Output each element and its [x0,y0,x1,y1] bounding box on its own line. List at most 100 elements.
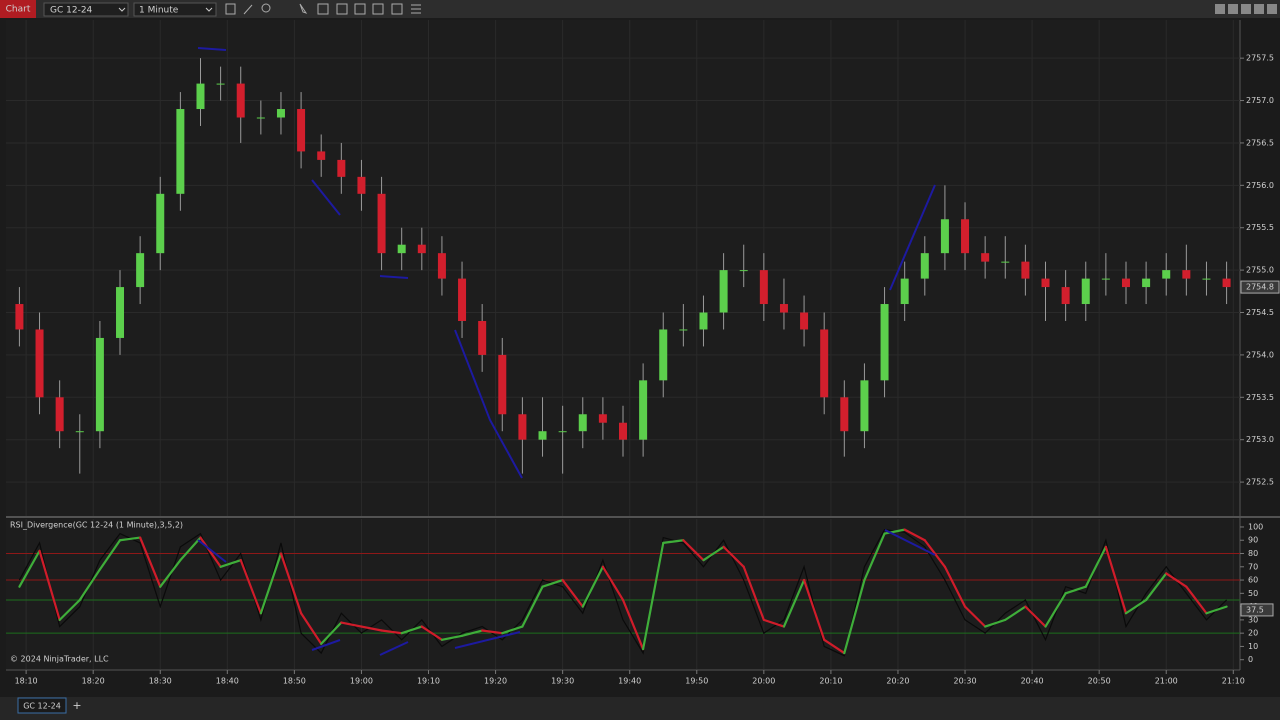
minimize[interactable] [1241,4,1251,14]
x-tick-label: 20:00 [752,677,775,686]
y-tick-label: 70 [1248,562,1258,571]
y-tick-label: 10 [1248,642,1258,651]
signal-segment [923,539,947,568]
signal-segment [943,565,967,608]
signal-segment [1124,598,1148,615]
signal-segment [139,536,162,588]
signal-segment [299,612,323,645]
template-icon[interactable] [391,3,403,15]
candle-body [1041,278,1050,288]
signal-segment [782,578,806,628]
candle-body [598,414,607,423]
data-icon[interactable] [336,3,348,15]
menu-icon[interactable] [411,4,421,14]
instrument: GC 12-24 [50,6,93,16]
interval-select[interactable] [133,2,217,17]
props-icon[interactable] [317,3,329,15]
candle-body [256,117,265,119]
signal-segment [1044,592,1067,628]
draw-icon[interactable] [243,4,253,15]
app-badge[interactable] [0,0,36,18]
signal-segment [642,541,665,651]
signal-segment [440,634,464,641]
y-tick-label: 2756.5 [1246,138,1274,147]
candle-body [156,193,165,254]
candle-body [1021,261,1030,279]
copyright: © 2024 NinjaTrader, LLC [10,655,109,664]
candle-body [840,397,849,432]
signal-segment [742,565,765,621]
maximize[interactable] [1254,4,1264,14]
candle-body [699,312,708,330]
signal-segment [662,539,685,544]
divergence [884,529,936,556]
candle-body [900,278,909,305]
signal-segment [1185,585,1208,615]
signal-segment [98,539,122,571]
signal-segment [380,629,403,635]
divergence [197,539,227,563]
toolbar: Chart GC 12-24 1 Minute [0,0,1280,18]
x-tick-label: 19:50 [685,677,708,686]
x-tick-label: 20:30 [954,677,977,686]
instrument-select[interactable] [43,2,129,17]
candle-body [659,329,668,381]
candle-body [397,244,406,254]
candle-body [880,304,889,381]
signal-segment [199,536,222,568]
tab[interactable] [17,697,67,714]
candle-body [276,109,285,118]
win-btn[interactable] [1215,4,1225,14]
close[interactable] [1267,4,1277,14]
candle-body [216,83,225,85]
candle-body [1081,278,1090,305]
candle-body [337,159,346,177]
candle-body [920,253,929,279]
signal-segment [1205,605,1228,615]
signal-segment [420,625,444,641]
candle-body [176,109,185,194]
candle-body [820,329,829,398]
candle-body [1061,287,1070,305]
y-tick-label: 2752.5 [1246,478,1274,487]
zoom-icon[interactable] [261,3,271,13]
last-value: 37.5 [1246,605,1264,614]
pointer-icon[interactable] [299,3,308,14]
divergence [379,275,409,279]
y-tick-label: 60 [1248,576,1258,585]
candle-body [860,380,869,432]
candle-body [196,83,205,110]
y-tick-label: 2755.5 [1246,223,1274,232]
add-tab[interactable]: + [72,699,81,712]
signal-segment [159,559,182,588]
strategy-icon[interactable] [372,3,384,15]
candle-body [779,304,788,313]
y-tick-label: 2756.0 [1246,181,1274,190]
win-btn[interactable] [1228,4,1238,14]
tab-label: GC 12-24 [23,702,61,711]
y-tick-label: 2754.0 [1246,350,1274,359]
y-tick-label: 50 [1248,589,1258,598]
tab-bar [0,697,1280,720]
indicator-icon[interactable] [354,3,366,15]
signal-segment [259,552,283,615]
signal-segment [682,539,705,562]
bars-icon[interactable] [225,3,236,15]
x-tick-label: 20:50 [1088,677,1111,686]
candle-body [478,320,487,355]
y-tick-label: 20 [1248,629,1258,638]
candle-body [498,354,507,415]
signal-segment [863,532,886,582]
x-tick-label: 20:10 [819,677,842,686]
y-tick-label: 2753.0 [1246,435,1274,444]
divergence [197,47,227,51]
x-tick-label: 18:50 [283,677,306,686]
divergence [454,329,523,479]
candle-body [317,151,326,160]
signal-segment [279,552,303,615]
signal-segment [1064,585,1087,595]
app-title: Chart [6,5,31,15]
last-price: 2754.8 [1246,283,1274,292]
signal-segment [1024,605,1047,628]
candle-body [558,431,567,433]
